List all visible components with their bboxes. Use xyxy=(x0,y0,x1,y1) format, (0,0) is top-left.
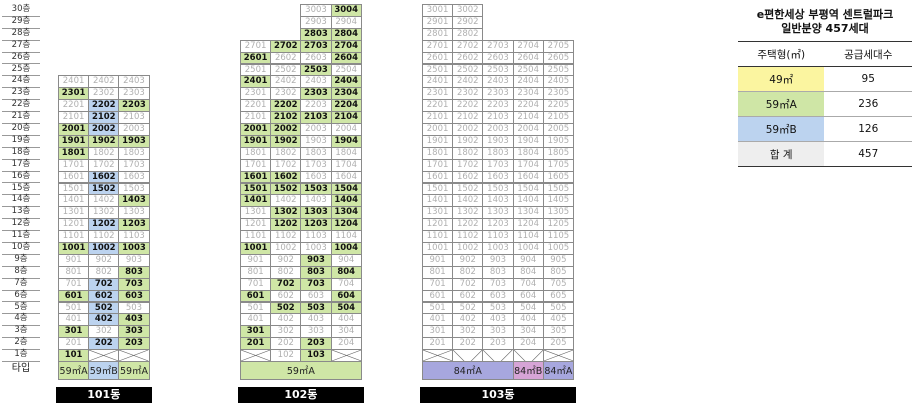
building-name: 102동 xyxy=(238,387,364,403)
summary-row: 49㎡ 95 xyxy=(738,66,912,92)
supply-summary-table: e편한세상 부평역 센트럴파크 일반분양 457세대 주택형(㎡) 공급세대수 … xyxy=(738,4,912,167)
floor-label: 13층 xyxy=(2,206,40,220)
floor-label: 17층 xyxy=(2,159,40,172)
unit-type-box: 84㎡A xyxy=(422,361,514,380)
summary-row: 59㎡A 236 xyxy=(738,91,912,117)
floor-label: 29층 xyxy=(2,16,40,29)
floor-label: 8층 xyxy=(2,266,40,279)
unit-cell: 1904 xyxy=(330,134,362,148)
unit-cell: 2404 xyxy=(330,75,362,89)
unit-cell: 3001 xyxy=(422,4,454,17)
summary-title-line2: 일반분양 457세대 xyxy=(781,22,869,35)
unit-type-box: 84㎡A xyxy=(542,361,574,380)
row-type: 59㎡B xyxy=(738,116,825,142)
floor-label: 16층 xyxy=(2,171,40,184)
row-type: 49㎡ xyxy=(738,66,825,92)
unit-cell: 1005 xyxy=(542,242,574,255)
floor-label: 10층 xyxy=(2,242,40,255)
floor-label: 23층 xyxy=(2,87,40,101)
floor-label: 20층 xyxy=(2,123,40,136)
summary-row: 59㎡B 126 xyxy=(738,116,912,142)
floor-label: 19층 xyxy=(2,135,40,148)
floor-label: 11층 xyxy=(2,230,40,243)
summary-title: e편한세상 부평역 센트럴파크 일반분양 457세대 xyxy=(738,4,912,42)
type-row-label: 타입 xyxy=(11,363,31,374)
row-type: 59㎡A xyxy=(738,91,825,117)
floor-label: 22층 xyxy=(2,99,40,113)
unit-cell: 102 xyxy=(452,349,484,362)
unit-cell: 3004 xyxy=(330,4,362,17)
no-unit-cell xyxy=(330,349,362,362)
unit-cell: 3003 xyxy=(300,4,332,17)
row-count: 236 xyxy=(824,91,912,117)
floor-label: 26층 xyxy=(2,52,40,65)
floor-label: 30층 xyxy=(2,4,40,17)
unit-cell: 2903 xyxy=(300,15,332,29)
unit-type-box: 59㎡A xyxy=(58,361,90,380)
floor-label: 7층 xyxy=(2,278,40,291)
row-type: 합 계 xyxy=(738,141,825,167)
floor-label: 14층 xyxy=(2,194,40,208)
floor-label: 24층 xyxy=(2,75,40,89)
building-name: 101동 xyxy=(56,387,152,403)
floor-label: 25층 xyxy=(2,64,40,77)
floor-label: 15층 xyxy=(2,183,40,196)
floor-label: 21층 xyxy=(2,111,40,124)
row-count: 457 xyxy=(824,141,912,167)
floor-label: 1층 xyxy=(2,349,40,362)
summary-title-line1: e편한세상 부평역 센트럴파크 xyxy=(756,8,894,21)
unit-cell: 3002 xyxy=(452,4,484,17)
floor-label: 28층 xyxy=(2,28,40,41)
unit-cell: 1204 xyxy=(330,218,362,232)
unit-type-box: 84㎡B xyxy=(512,361,544,380)
floor-label: 2층 xyxy=(2,337,40,351)
unit-cell: 2902 xyxy=(452,15,484,29)
unit-cell: 2904 xyxy=(330,15,362,29)
unit-type-box: 59㎡B xyxy=(88,361,120,380)
row-count: 95 xyxy=(824,66,912,92)
row-count: 126 xyxy=(824,116,912,142)
floor-label: 3층 xyxy=(2,325,40,339)
floor-label: 5층 xyxy=(2,302,40,315)
floor-label: 4층 xyxy=(2,313,40,327)
header-type: 주택형(㎡) xyxy=(738,42,825,67)
unit-type-box: 59㎡A xyxy=(118,361,150,380)
summary-header-row: 주택형(㎡) 공급세대수 xyxy=(738,42,912,67)
summary-total-row: 합 계 457 xyxy=(738,141,912,167)
floor-label: 27층 xyxy=(2,40,40,53)
floor-label: 12층 xyxy=(2,218,40,232)
unit-cell: 2901 xyxy=(422,15,454,29)
unit-type-box: 59㎡A xyxy=(240,361,362,380)
header-count: 공급세대수 xyxy=(824,42,912,67)
floor-label: 9층 xyxy=(2,254,40,267)
floor-label: 18층 xyxy=(2,147,40,160)
building-name: 103동 xyxy=(420,387,576,403)
floor-label: 6층 xyxy=(2,290,40,303)
summary-grid: 주택형(㎡) 공급세대수 49㎡ 95 59㎡A 236 59㎡B 126 합 … xyxy=(738,42,912,167)
